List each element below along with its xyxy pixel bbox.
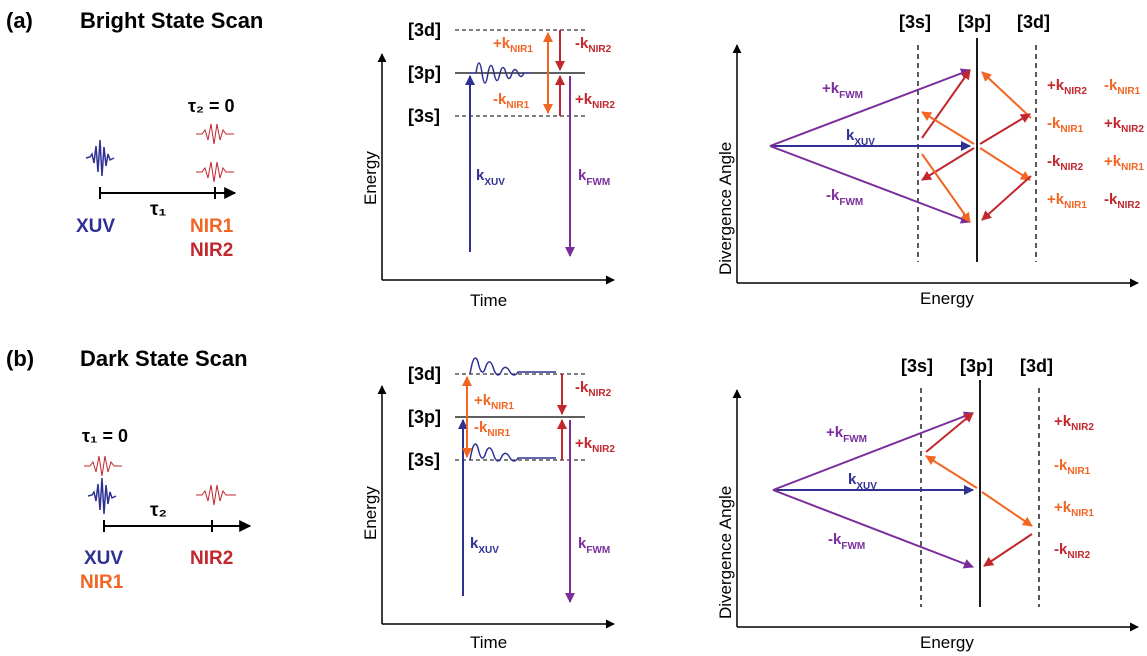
x-axis-label: Time <box>470 291 507 310</box>
xuv-pulse-icon <box>87 477 117 515</box>
label-minus-nir2: -kNIR2 <box>1047 153 1084 173</box>
nir1-pulse-icon <box>84 455 122 477</box>
panel-title: Bright State Scan <box>80 8 263 33</box>
x-axis-label: Energy <box>920 633 974 652</box>
vector <box>925 455 978 489</box>
vector <box>981 175 1032 221</box>
label-plus-nir2: +kNIR2 <box>1054 413 1094 433</box>
tau-fixed-label: τ₁ = 0 <box>82 426 128 446</box>
vector <box>921 153 971 223</box>
pulse-sequence: τ₁ = 0 τ₂ XUV NIR1 NIR2 <box>80 426 252 593</box>
level-3d-label: [3d] <box>408 364 441 384</box>
vector <box>981 71 1032 119</box>
xuv-label: XUV <box>76 216 115 237</box>
column-3p-label: [3p] <box>960 356 993 376</box>
column-3s-label: [3s] <box>901 356 933 376</box>
fwm-minus-vector <box>769 145 971 224</box>
fwm-plus-label: +kFWM <box>826 424 867 445</box>
column-3p-label: [3p] <box>958 12 991 32</box>
oscillation-3s <box>469 443 556 462</box>
fwm-plus-vector <box>769 68 971 147</box>
vector <box>979 147 1031 181</box>
pulse-sequence: τ₂ = 0 τ₁ XUV NIR1 NIR2 <box>76 96 237 261</box>
nir1-label: NIR1 <box>190 216 234 237</box>
panel-a: (a) Bright State Scan τ₂ = 0 τ₁ XUV NIR1… <box>6 8 1144 310</box>
panel-label: (a) <box>6 8 33 33</box>
fwm-minus-label: -kFWM <box>828 531 865 552</box>
vector <box>921 147 975 181</box>
label-minus-nir2: -kNIR2 <box>1104 191 1141 211</box>
nir1-pulse-icon <box>196 123 234 145</box>
nir2-label: NIR2 <box>190 240 233 261</box>
vector <box>983 533 1033 567</box>
tau-axis-label: τ₂ <box>150 500 167 521</box>
xuv-k-label: kXUV <box>846 127 875 148</box>
label-minus-nir2: -kNIR2 <box>1054 541 1091 561</box>
fwm-minus-vector <box>772 489 974 569</box>
nir2-label: NIR2 <box>190 548 233 569</box>
vector <box>921 111 975 145</box>
vector <box>981 491 1033 527</box>
column-3d-label: [3d] <box>1017 12 1050 32</box>
nir2-minus-label: -kNIR2 <box>575 379 612 399</box>
level-3d-label: [3d] <box>408 20 441 40</box>
fwm-k-label: kFWM <box>578 535 610 556</box>
panel-title: Dark State Scan <box>80 346 248 371</box>
xuv-k-label: kXUV <box>470 535 499 556</box>
label-minus-nir1: -kNIR1 <box>1047 115 1084 135</box>
xuv-k-label: kXUV <box>848 471 877 492</box>
y-axis-label: Energy <box>361 151 380 205</box>
wavevector-diagram: Divergence Angle Energy [3s] [3p] [3d] k… <box>716 12 1144 308</box>
label-plus-nir2: +kNIR2 <box>1047 77 1087 97</box>
xuv-label: XUV <box>84 548 123 569</box>
xuv-pulse-icon <box>85 139 115 177</box>
label-minus-nir1: -kNIR1 <box>1054 457 1091 477</box>
vector <box>921 69 971 139</box>
vector <box>925 412 974 453</box>
column-3s-label: [3s] <box>899 12 931 32</box>
panel-label: (b) <box>6 346 34 371</box>
vector <box>979 113 1031 145</box>
nir2-pulse-icon <box>196 484 236 506</box>
energy-level-diagram: Energy Time [3d] [3p] [3s] kXUV kFWM +kN… <box>361 357 615 652</box>
level-3p-label: [3p] <box>408 63 441 83</box>
energy-level-diagram: Energy Time [3d] [3p] [3s] kXUV kFWM +kN… <box>361 20 615 310</box>
nir1-plus-label: +kNIR1 <box>493 35 533 55</box>
y-axis-label: Energy <box>361 486 380 540</box>
label-plus-nir2: +kNIR2 <box>1104 115 1144 135</box>
level-3p-label: [3p] <box>408 407 441 427</box>
fwm-minus-label: -kFWM <box>826 187 863 208</box>
panel-b: (b) Dark State Scan τ₁ = 0 τ₂ XUV NIR1 N… <box>6 346 1139 652</box>
label-minus-nir1: -kNIR1 <box>1104 77 1141 97</box>
tau-fixed-label: τ₂ = 0 <box>188 96 235 116</box>
xuv-k-label: kXUV <box>476 167 505 188</box>
level-3s-label: [3s] <box>408 450 440 470</box>
y-axis-label: Divergence Angle <box>716 486 735 619</box>
label-plus-nir1: +kNIR1 <box>1104 153 1144 173</box>
y-axis-label: Divergence Angle <box>716 142 735 275</box>
wavevector-diagram: Divergence Angle Energy [3s] [3p] [3d] k… <box>716 356 1139 652</box>
oscillation-3d <box>469 357 556 376</box>
x-axis-label: Time <box>470 633 507 652</box>
fwm-k-label: kFWM <box>578 167 610 188</box>
nir1-minus-label: -kNIR1 <box>493 91 530 111</box>
nir2-plus-label: +kNIR2 <box>575 435 615 455</box>
x-axis-label: Energy <box>920 289 974 308</box>
nir2-plus-label: +kNIR2 <box>575 91 615 111</box>
nir2-pulse-icon <box>196 161 234 183</box>
label-plus-nir1: +kNIR1 <box>1054 499 1094 519</box>
nir1-minus-label: -kNIR1 <box>474 419 511 439</box>
label-plus-nir1: +kNIR1 <box>1047 191 1087 211</box>
fwm-plus-label: +kFWM <box>822 80 863 101</box>
column-3d-label: [3d] <box>1020 356 1053 376</box>
fwm-plus-vector <box>772 411 974 491</box>
oscillation-3p <box>470 62 530 84</box>
nir1-label: NIR1 <box>80 572 124 593</box>
nir2-minus-label: -kNIR2 <box>575 35 612 55</box>
nir1-plus-label: +kNIR1 <box>474 392 514 412</box>
level-3s-label: [3s] <box>408 106 440 126</box>
tau-axis-label: τ₁ <box>150 199 166 220</box>
